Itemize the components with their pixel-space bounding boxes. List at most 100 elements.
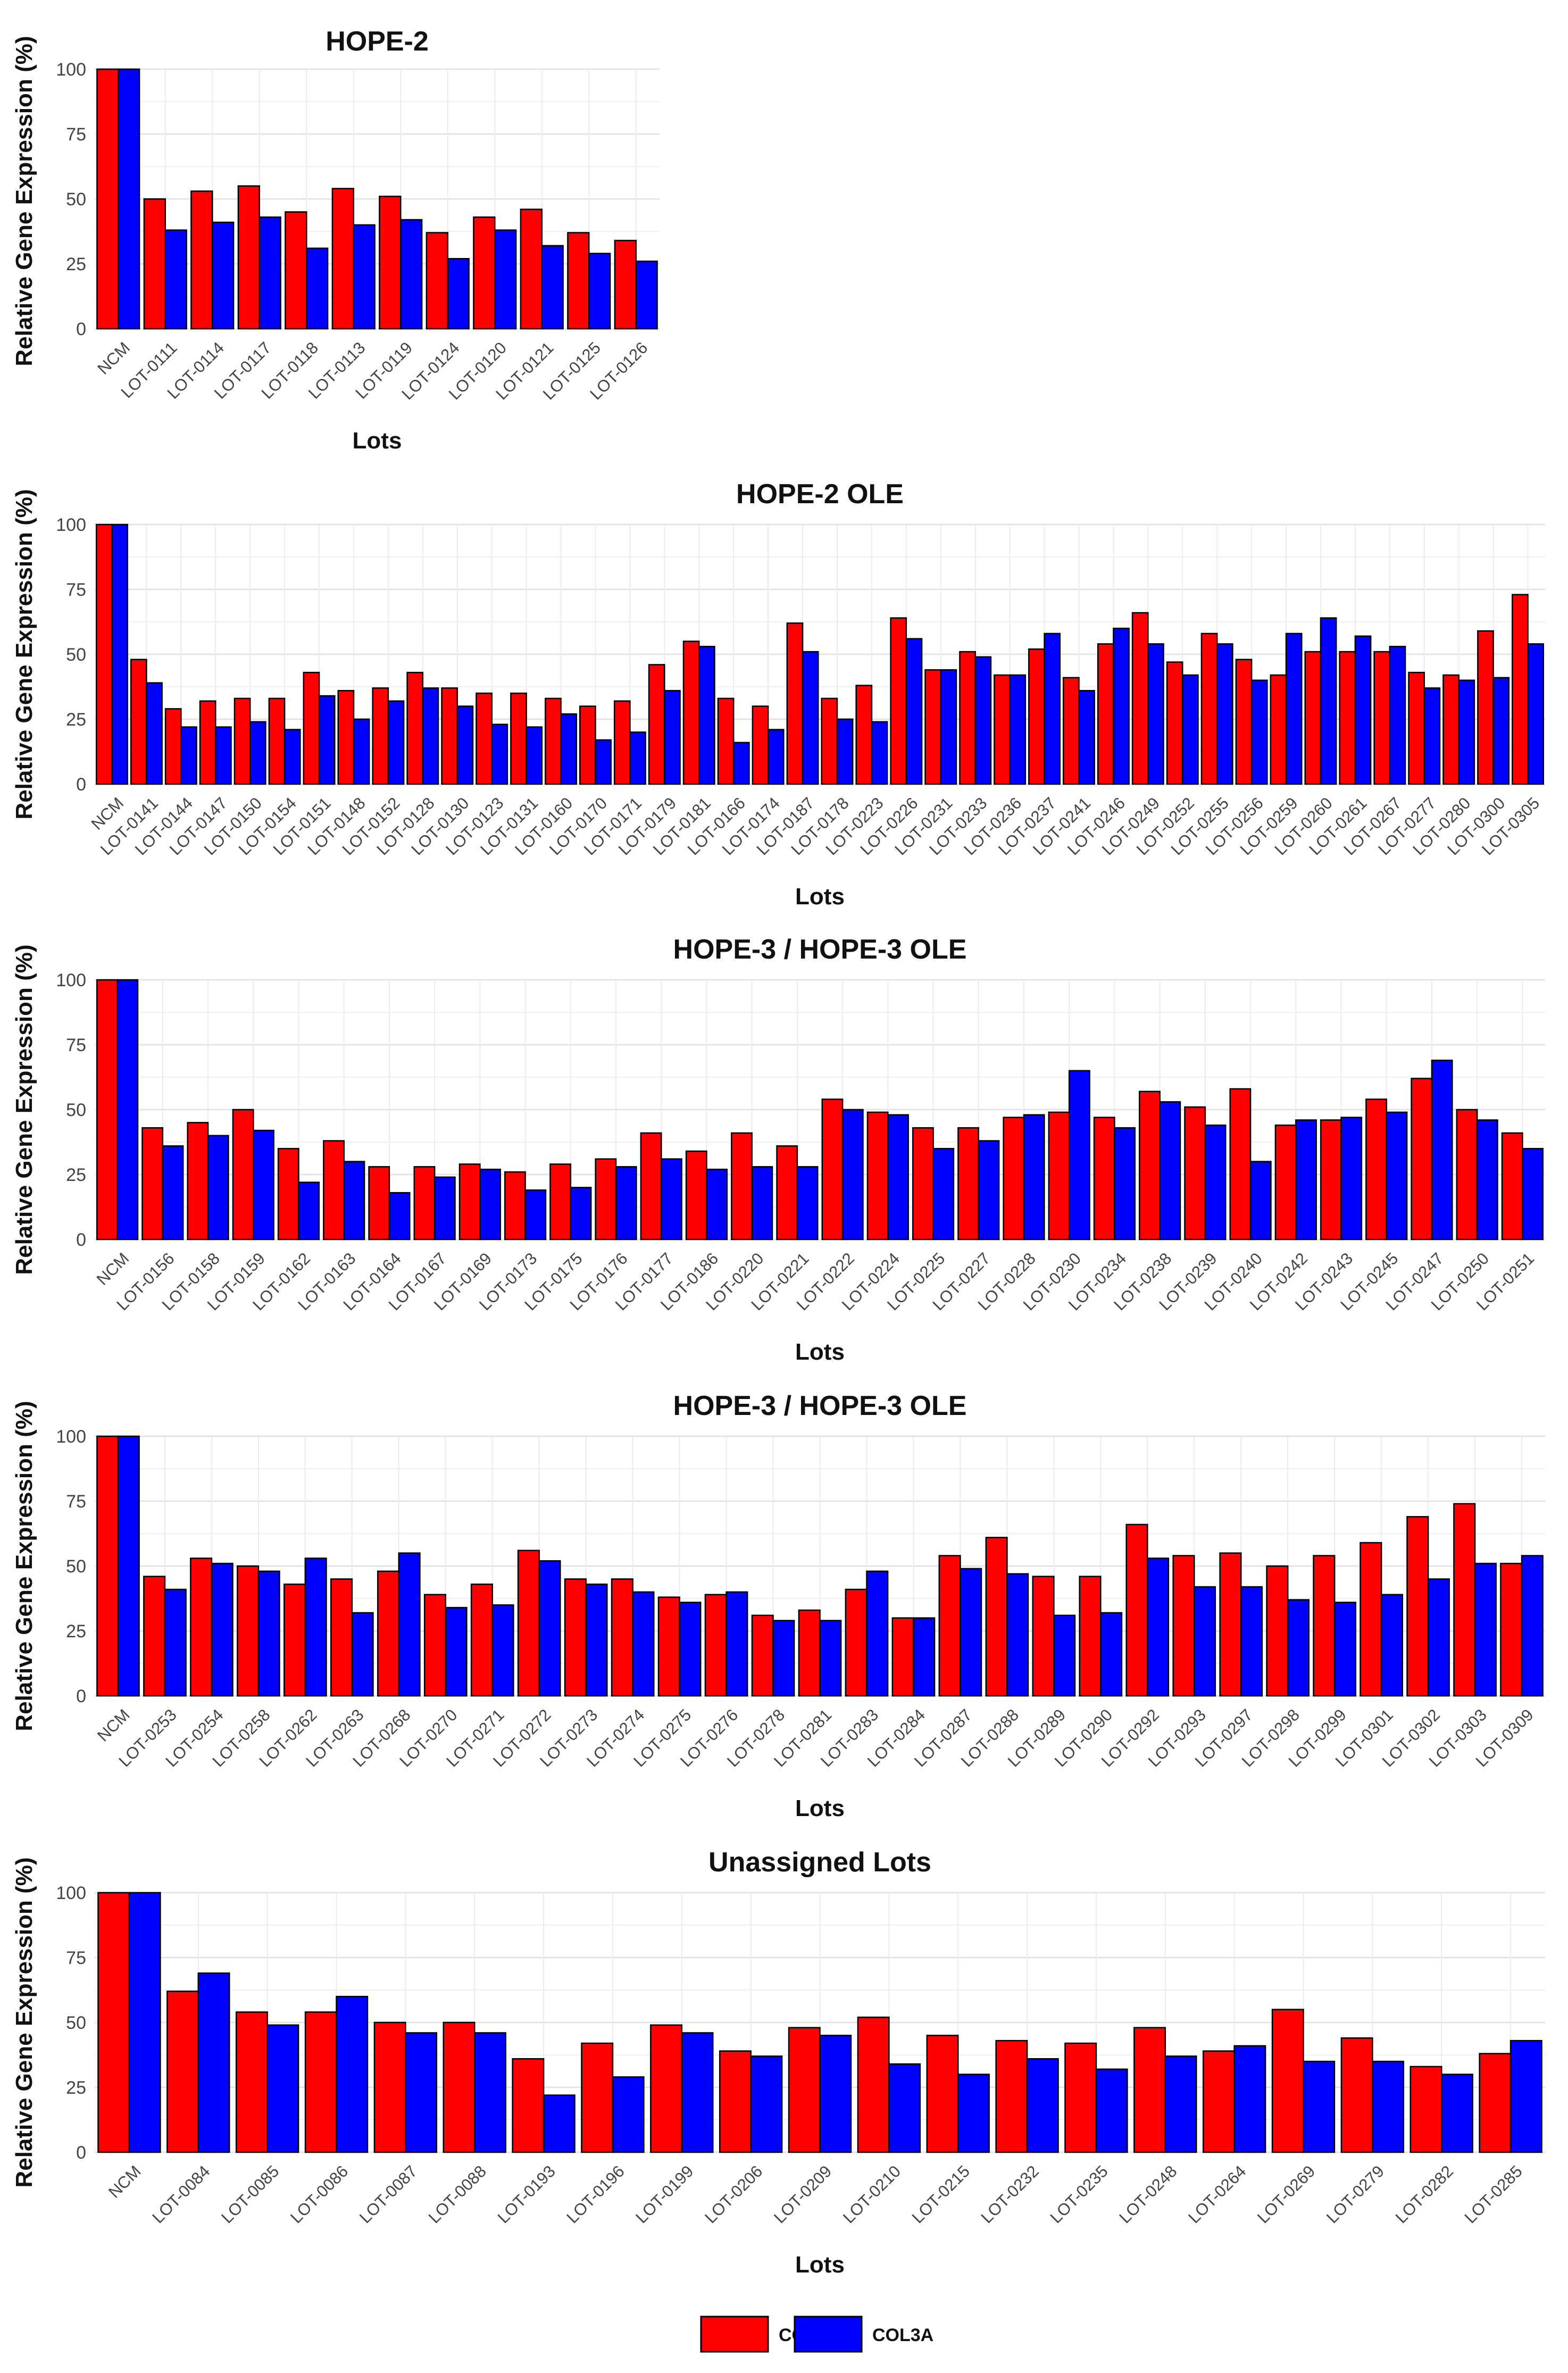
bar-col3a-lot-0159 bbox=[253, 1129, 274, 1240]
bar-col1a-lot-0160 bbox=[545, 697, 562, 785]
x-tick-label: LOT-0282 bbox=[1392, 2162, 1457, 2227]
bar-col3a-ncm bbox=[118, 68, 140, 330]
bar-col3a-lot-0277 bbox=[1423, 687, 1441, 785]
bar-col1a-lot-0242 bbox=[1274, 1125, 1297, 1240]
x-axis-label: Lots bbox=[795, 1339, 845, 1365]
bar-col1a-lot-0156 bbox=[141, 1127, 164, 1240]
bar-col1a-lot-0230 bbox=[1048, 1111, 1070, 1240]
y-tick-label: 50 bbox=[66, 1556, 86, 1577]
bar-col1a-lot-0245 bbox=[1365, 1098, 1387, 1240]
x-tick-label: NCM bbox=[105, 2162, 145, 2202]
bar-col1a-lot-0281 bbox=[798, 1609, 821, 1697]
bar-col1a-lot-0267 bbox=[1373, 651, 1391, 785]
x-axis-label: Lots bbox=[795, 1795, 845, 1821]
bar-col1a-lot-0123 bbox=[476, 692, 493, 785]
y-axis-label: Relative Gene Expression (%) bbox=[11, 489, 37, 819]
bar-col1a-lot-0246 bbox=[1097, 643, 1114, 785]
bar-col1a-lot-0210 bbox=[857, 2016, 890, 2153]
bar-col3a-lot-0144 bbox=[180, 726, 197, 785]
y-tick-label: 25 bbox=[66, 710, 86, 730]
bar-col3a-lot-0088 bbox=[473, 2032, 506, 2153]
bar-col3a-lot-0167 bbox=[433, 1176, 456, 1240]
bar-col3a-lot-0242 bbox=[1295, 1119, 1317, 1240]
bar-col3a-lot-0227 bbox=[978, 1140, 1000, 1240]
bar-col1a-lot-0302 bbox=[1406, 1516, 1429, 1697]
bar-col1a-lot-0305 bbox=[1512, 594, 1529, 785]
panel-2: 0255075100NCMLOT-0141LOT-0144LOT-0147LOT… bbox=[11, 479, 1545, 910]
bar-col1a-lot-0173 bbox=[504, 1171, 526, 1240]
bar-col1a-ncm bbox=[96, 979, 118, 1240]
bar-col1a-lot-0287 bbox=[938, 1555, 961, 1697]
bar-col1a-lot-0150 bbox=[233, 697, 251, 785]
bar-col3a-lot-0282 bbox=[1440, 2074, 1473, 2153]
bar-col3a-lot-0163 bbox=[343, 1161, 365, 1240]
bar-col1a-lot-0238 bbox=[1139, 1090, 1161, 1240]
bar-col1a-ncm bbox=[96, 1435, 119, 1697]
bar-col1a-lot-0301 bbox=[1360, 1542, 1382, 1697]
bar-col3a-lot-0232 bbox=[1026, 2058, 1059, 2153]
x-tick-label: LOT-0215 bbox=[908, 2162, 973, 2227]
bar-col3a-lot-0221 bbox=[796, 1166, 819, 1240]
bar-col1a-lot-0239 bbox=[1184, 1106, 1206, 1240]
y-axis-label: Relative Gene Expression (%) bbox=[11, 1857, 37, 2187]
x-tick-label: LOT-0235 bbox=[1046, 2162, 1111, 2227]
y-tick-label: 100 bbox=[56, 1883, 86, 1903]
bar-col1a-lot-0277 bbox=[1408, 671, 1425, 785]
bar-col3a-lot-0160 bbox=[560, 713, 578, 785]
bar-col1a-lot-0170 bbox=[579, 705, 596, 785]
x-tick-label: NCM bbox=[94, 1705, 134, 1745]
bar-col3a-lot-0246 bbox=[1113, 627, 1130, 785]
bar-col3a-lot-0087 bbox=[405, 2032, 438, 2153]
bar-col3a-lot-0234 bbox=[1114, 1127, 1136, 1240]
bar-col1a-lot-0164 bbox=[368, 1166, 390, 1240]
bar-col3a-lot-0226 bbox=[905, 638, 923, 785]
bar-col1a-lot-0252 bbox=[1166, 661, 1183, 785]
bar-col1a-lot-0130 bbox=[441, 687, 458, 785]
bar-col1a-lot-0176 bbox=[595, 1158, 617, 1240]
bar-col3a-lot-0264 bbox=[1233, 2045, 1266, 2153]
bar-col1a-lot-0169 bbox=[458, 1163, 481, 1240]
bar-col1a-lot-0196 bbox=[581, 2042, 614, 2153]
x-tick-label: NCM bbox=[93, 1249, 133, 1289]
bar-col3a-lot-0199 bbox=[681, 2032, 714, 2153]
bar-col3a-lot-0124 bbox=[447, 257, 470, 330]
bar-col1a-lot-0309 bbox=[1500, 1562, 1523, 1697]
bar-col3a-lot-0156 bbox=[162, 1145, 184, 1240]
bar-col3a-lot-0230 bbox=[1068, 1070, 1090, 1240]
bar-col1a-lot-0178 bbox=[821, 697, 838, 785]
bar-col1a-lot-0226 bbox=[890, 617, 907, 785]
bar-col1a-lot-0250 bbox=[1456, 1109, 1478, 1240]
bar-col3a-ncm bbox=[128, 1892, 161, 2153]
bar-col3a-lot-0236 bbox=[1009, 674, 1027, 785]
bar-col3a-lot-0084 bbox=[197, 1972, 230, 2153]
bar-col3a-lot-0241 bbox=[1078, 690, 1095, 785]
bar-col1a-lot-0220 bbox=[731, 1132, 753, 1240]
bar-col1a-lot-0113 bbox=[331, 188, 354, 330]
bar-col3a-lot-0176 bbox=[615, 1166, 637, 1240]
bar-col1a-lot-0087 bbox=[373, 2021, 406, 2153]
bar-col1a-lot-0181 bbox=[682, 640, 700, 785]
bar-col1a-lot-0273 bbox=[564, 1578, 587, 1697]
bar-col3a-lot-0169 bbox=[479, 1168, 501, 1240]
bar-col3a-lot-0255 bbox=[1216, 643, 1233, 785]
bar-col3a-lot-0299 bbox=[1333, 1602, 1356, 1697]
bar-col1a-lot-0256 bbox=[1235, 659, 1253, 785]
bar-col3a-lot-0301 bbox=[1380, 1594, 1403, 1697]
bar-col1a-lot-0131 bbox=[510, 692, 527, 785]
x-tick-label: LOT-0085 bbox=[218, 2162, 282, 2227]
bar-col3a-lot-0269 bbox=[1303, 2060, 1336, 2153]
bar-col3a-lot-0164 bbox=[388, 1192, 411, 1240]
bar-col3a-lot-0175 bbox=[570, 1187, 592, 1240]
bar-col1a-lot-0206 bbox=[719, 2050, 752, 2153]
bar-col3a-lot-0298 bbox=[1287, 1599, 1310, 1697]
bar-col3a-lot-0272 bbox=[538, 1560, 561, 1697]
bar-col3a-lot-0186 bbox=[706, 1168, 728, 1240]
bar-col3a-lot-0196 bbox=[612, 2076, 645, 2153]
bar-col1a-lot-0276 bbox=[704, 1594, 727, 1697]
bar-col1a-lot-0248 bbox=[1133, 2027, 1166, 2153]
bar-col1a-lot-0263 bbox=[330, 1578, 353, 1697]
bar-col1a-lot-0111 bbox=[143, 198, 166, 330]
bar-col1a-lot-0086 bbox=[304, 2011, 337, 2153]
bar-col1a-ncm bbox=[97, 1892, 130, 2153]
